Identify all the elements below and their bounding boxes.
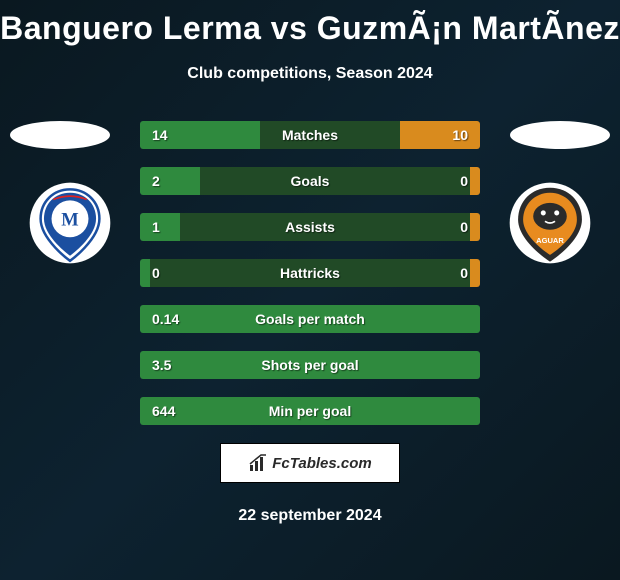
stat-label: Shots per goal	[192, 357, 428, 373]
stat-row: 2Goals0	[140, 167, 480, 195]
stat-value-left: 2	[152, 173, 192, 189]
fctables-logo-text: FcTables.com	[272, 455, 371, 472]
svg-text:M: M	[61, 210, 78, 230]
stat-row: 1Assists0	[140, 213, 480, 241]
stat-label: Hattricks	[192, 265, 428, 281]
stat-row: 0Hattricks0	[140, 259, 480, 287]
date-text: 22 september 2024	[0, 507, 620, 525]
stat-label: Goals	[192, 173, 428, 189]
fctables-logo: FcTables.com	[220, 443, 400, 483]
stat-row: 14Matches10	[140, 121, 480, 149]
stat-row: 644Min per goal	[140, 397, 480, 425]
stat-value-left: 3.5	[152, 357, 192, 373]
stat-value-right: 0	[428, 265, 468, 281]
stat-value-left: 644	[152, 403, 192, 419]
stat-value-right: 0	[428, 219, 468, 235]
stat-overlay: 0Hattricks0	[140, 259, 480, 287]
team-badge-right: AGUAR	[508, 181, 592, 265]
stat-overlay: 3.5Shots per goal	[140, 351, 480, 379]
stat-value-left: 14	[152, 127, 192, 143]
subtitle: Club competitions, Season 2024	[0, 65, 620, 83]
comparison-container: M AGUAR 14Matches102Goals01Assists00Hatt…	[0, 121, 620, 425]
stat-overlay: 644Min per goal	[140, 397, 480, 425]
country-ellipse-left	[10, 121, 110, 149]
stat-value-right: 0	[428, 173, 468, 189]
stat-label: Min per goal	[192, 403, 428, 419]
stat-value-right: 10	[428, 127, 468, 143]
jaguares-badge-icon: AGUAR	[508, 181, 592, 265]
stat-value-left: 1	[152, 219, 192, 235]
millonarios-badge-icon: M	[28, 181, 112, 265]
stat-row: 3.5Shots per goal	[140, 351, 480, 379]
stat-label: Goals per match	[192, 311, 428, 327]
stat-label: Matches	[192, 127, 428, 143]
stat-overlay: 14Matches10	[140, 121, 480, 149]
fctables-logo-icon	[248, 453, 268, 473]
country-ellipse-right	[510, 121, 610, 149]
stat-label: Assists	[192, 219, 428, 235]
team-badge-left: M	[28, 181, 112, 265]
stat-bars: 14Matches102Goals01Assists00Hattricks00.…	[140, 121, 480, 425]
stat-overlay: 1Assists0	[140, 213, 480, 241]
stat-value-left: 0	[152, 265, 192, 281]
stat-overlay: 2Goals0	[140, 167, 480, 195]
stat-row: 0.14Goals per match	[140, 305, 480, 333]
stat-value-left: 0.14	[152, 311, 192, 327]
svg-text:AGUAR: AGUAR	[536, 236, 564, 245]
stat-overlay: 0.14Goals per match	[140, 305, 480, 333]
page-title: Banguero Lerma vs GuzmÃ¡n MartÃ­nez	[0, 0, 620, 47]
